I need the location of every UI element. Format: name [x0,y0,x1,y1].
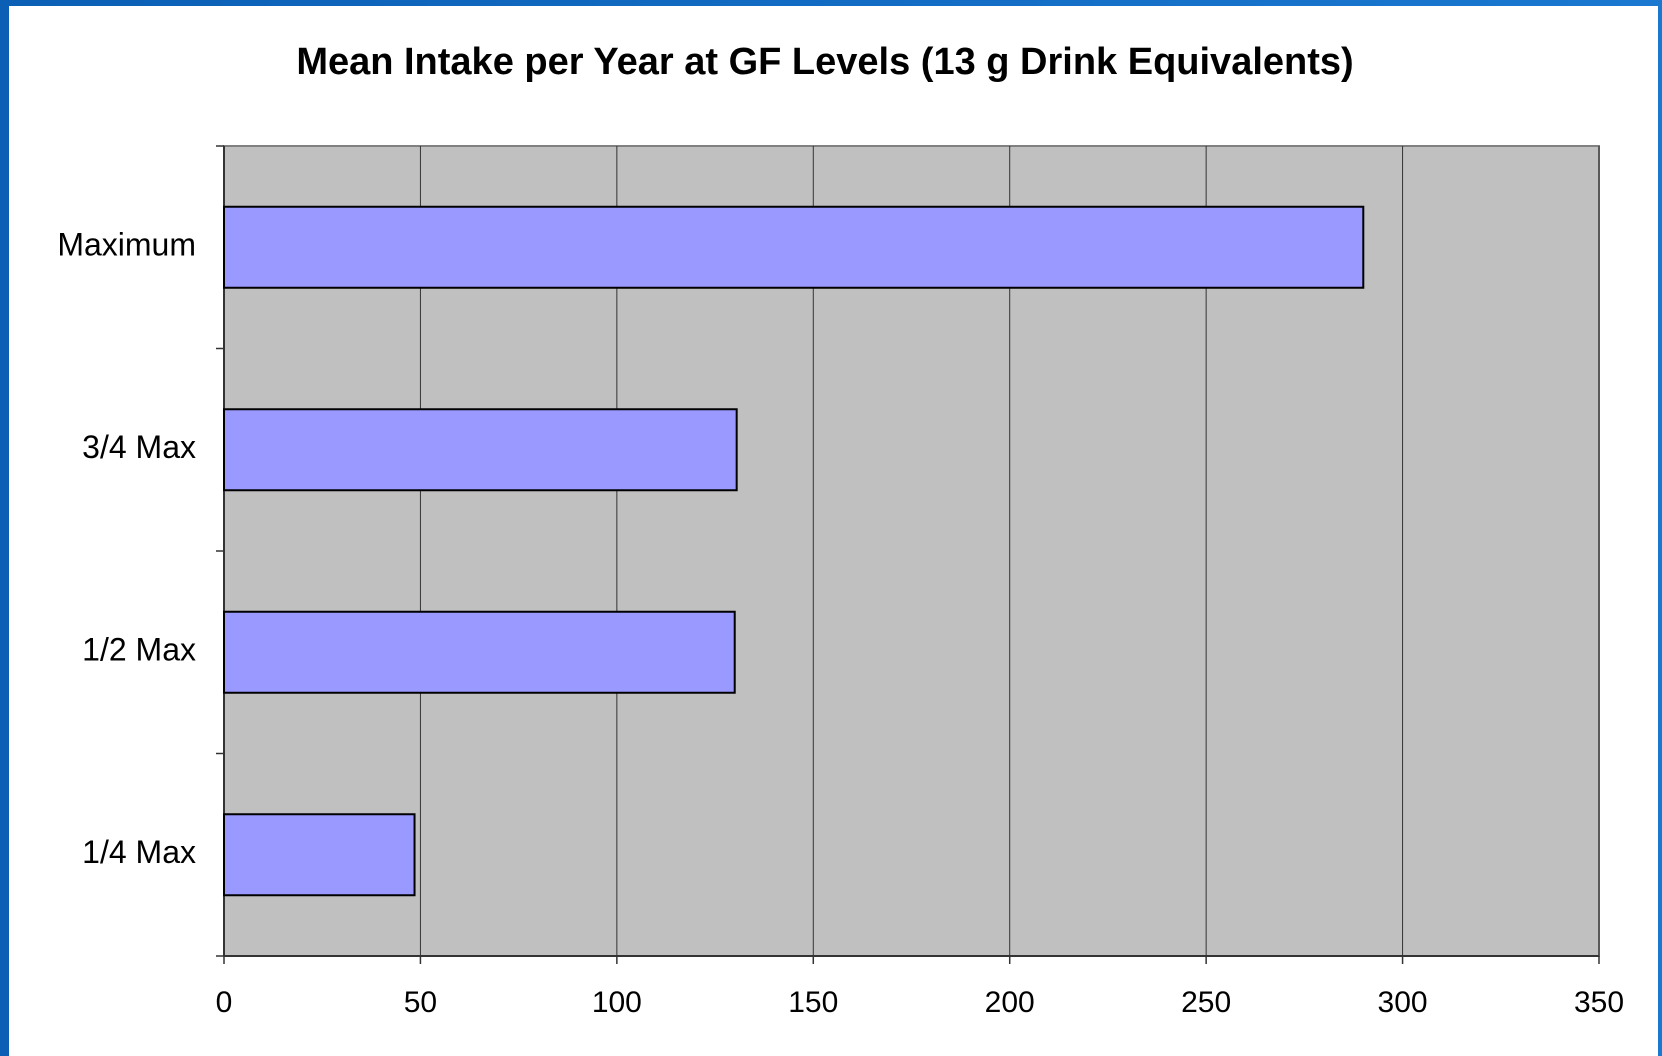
x-tick-label: 150 [788,986,838,1019]
bar [223,408,738,492]
y-tick-label: Maximum [57,227,196,263]
x-tick-label: 300 [1378,986,1428,1019]
chart-title: Mean Intake per Year at GF Levels (13 g … [296,41,1353,83]
bar [223,813,416,897]
x-tick-label: 250 [1181,986,1231,1019]
bar [223,610,736,694]
y-tick-label: 1/2 Max [82,632,196,668]
y-tick-label: 1/4 Max [82,834,196,870]
x-tick-label: 0 [216,986,233,1019]
x-tick-label: 350 [1574,986,1624,1019]
bar [223,205,1365,289]
y-tick-label: 3/4 Max [82,429,196,465]
x-tick-label: 200 [985,986,1035,1019]
x-tick-label: 100 [592,986,642,1019]
x-tick-label: 50 [404,986,437,1019]
